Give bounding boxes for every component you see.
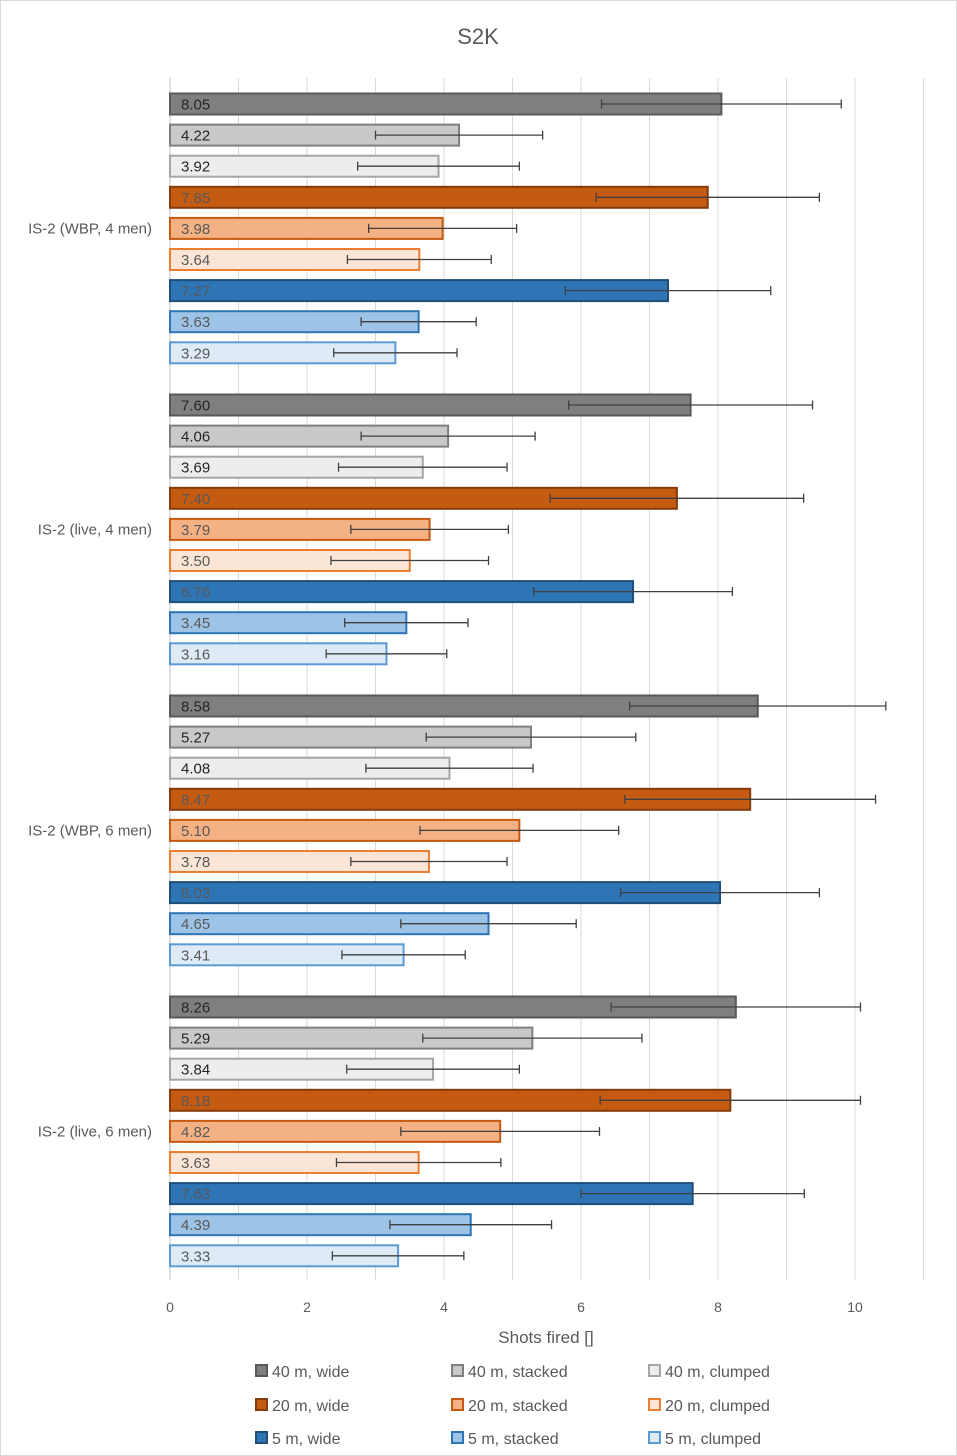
data-label: 7.85 xyxy=(181,190,210,207)
data-label: 8.26 xyxy=(181,1000,210,1017)
data-label: 4.06 xyxy=(181,429,210,446)
data-label: 7.40 xyxy=(181,491,210,508)
legend: 40 m, wide 40 m, stacked 40 m, clumped 20 m… xyxy=(255,1364,770,1448)
data-label: 3.79 xyxy=(181,522,210,539)
data-label: 4.08 xyxy=(181,761,210,778)
data-label: 8.05 xyxy=(181,97,210,114)
legend-label-40-m-wide: 40 m, wide xyxy=(272,1364,349,1381)
bars xyxy=(169,92,759,1268)
data-label: 8.03 xyxy=(181,885,210,902)
data-label: 8.18 xyxy=(181,1093,210,1110)
chart-title: S2K xyxy=(457,24,499,49)
data-label: 3.33 xyxy=(181,1248,210,1265)
data-label: 8.47 xyxy=(181,792,210,809)
data-label: 5.10 xyxy=(181,823,210,840)
legend-swatch-40-m-stacked xyxy=(451,1364,464,1377)
data-label: 3.63 xyxy=(181,314,210,331)
data-label: 3.41 xyxy=(181,947,210,964)
legend-label-20-m-wide: 20 m, wide xyxy=(272,1398,349,1415)
x-tick-label: 8 xyxy=(714,1299,722,1315)
legend-swatch-5-m-wide xyxy=(255,1431,268,1444)
legend-swatch-40-m-clumped xyxy=(648,1364,661,1377)
category-label: IS-2 (WBP, 4 men) xyxy=(28,220,152,237)
data-label: 3.98 xyxy=(181,221,210,238)
legend-swatch-20-m-clumped xyxy=(648,1398,661,1411)
data-label: 3.64 xyxy=(181,252,210,269)
legend-swatch-40-m-wide xyxy=(255,1364,268,1377)
legend-swatch-20-m-stacked xyxy=(451,1398,464,1411)
category-label: IS-2 (WBP, 6 men) xyxy=(28,822,152,839)
legend-label-5-m-clumped: 5 m, clumped xyxy=(665,1431,761,1448)
x-tick-label: 0 xyxy=(166,1299,174,1315)
data-label: 3.84 xyxy=(181,1062,210,1079)
data-label: 5.29 xyxy=(181,1031,210,1048)
data-label: 4.65 xyxy=(181,916,210,933)
category-label: IS-2 (live, 4 men) xyxy=(38,521,152,538)
x-tick-label: 10 xyxy=(847,1299,863,1315)
legend-label-5-m-stacked: 5 m, stacked xyxy=(468,1431,559,1448)
category-labels: IS-2 (WBP, 4 men) IS-2 (live, 4 men) IS-2 … xyxy=(28,220,152,1140)
data-label: 3.16 xyxy=(181,646,210,663)
category-label: IS-2 (live, 6 men) xyxy=(38,1123,152,1140)
x-tick-label: 4 xyxy=(440,1299,448,1315)
data-label: 3.69 xyxy=(181,460,210,477)
legend-label-20-m-stacked: 20 m, stacked xyxy=(468,1398,568,1415)
legend-label-5-m-wide: 5 m, wide xyxy=(272,1431,341,1448)
legend-swatch-20-m-wide xyxy=(255,1398,268,1411)
legend-label-40-m-stacked: 40 m, stacked xyxy=(468,1364,568,1381)
legend-swatch-5-m-stacked xyxy=(451,1431,464,1444)
data-label: 4.39 xyxy=(181,1217,210,1234)
data-label: 6.76 xyxy=(181,584,210,601)
data-label: 3.63 xyxy=(181,1155,210,1172)
legend-label-40-m-clumped: 40 m, clumped xyxy=(665,1364,770,1381)
x-axis-label: Shots fired [] xyxy=(498,1328,593,1347)
x-tick-label: 6 xyxy=(577,1299,585,1315)
data-label: 4.82 xyxy=(181,1124,210,1141)
data-label: 3.78 xyxy=(181,854,210,871)
data-labels: 8.05 4.22 3.92 7.85 3.98 3.64 7.27 3.63 3.29 7.60… xyxy=(181,97,210,1266)
legend-label-20-m-clumped: 20 m, clumped xyxy=(665,1398,770,1415)
x-tick-labels: 0 2 4 6 8 10 xyxy=(166,1299,863,1315)
x-tick-label: 2 xyxy=(303,1299,311,1315)
data-label: 3.50 xyxy=(181,553,210,570)
data-label: 7.60 xyxy=(181,398,210,415)
data-label: 3.92 xyxy=(181,159,210,176)
data-label: 7.27 xyxy=(181,283,210,300)
data-label: 5.27 xyxy=(181,730,210,747)
data-label: 4.22 xyxy=(181,128,210,145)
data-label: 8.58 xyxy=(181,699,210,716)
data-label: 3.29 xyxy=(181,345,210,362)
error-bars xyxy=(325,99,887,1261)
data-label: 7.63 xyxy=(181,1186,210,1203)
legend-swatch-5-m-clumped xyxy=(648,1431,661,1444)
data-label: 3.45 xyxy=(181,615,210,632)
